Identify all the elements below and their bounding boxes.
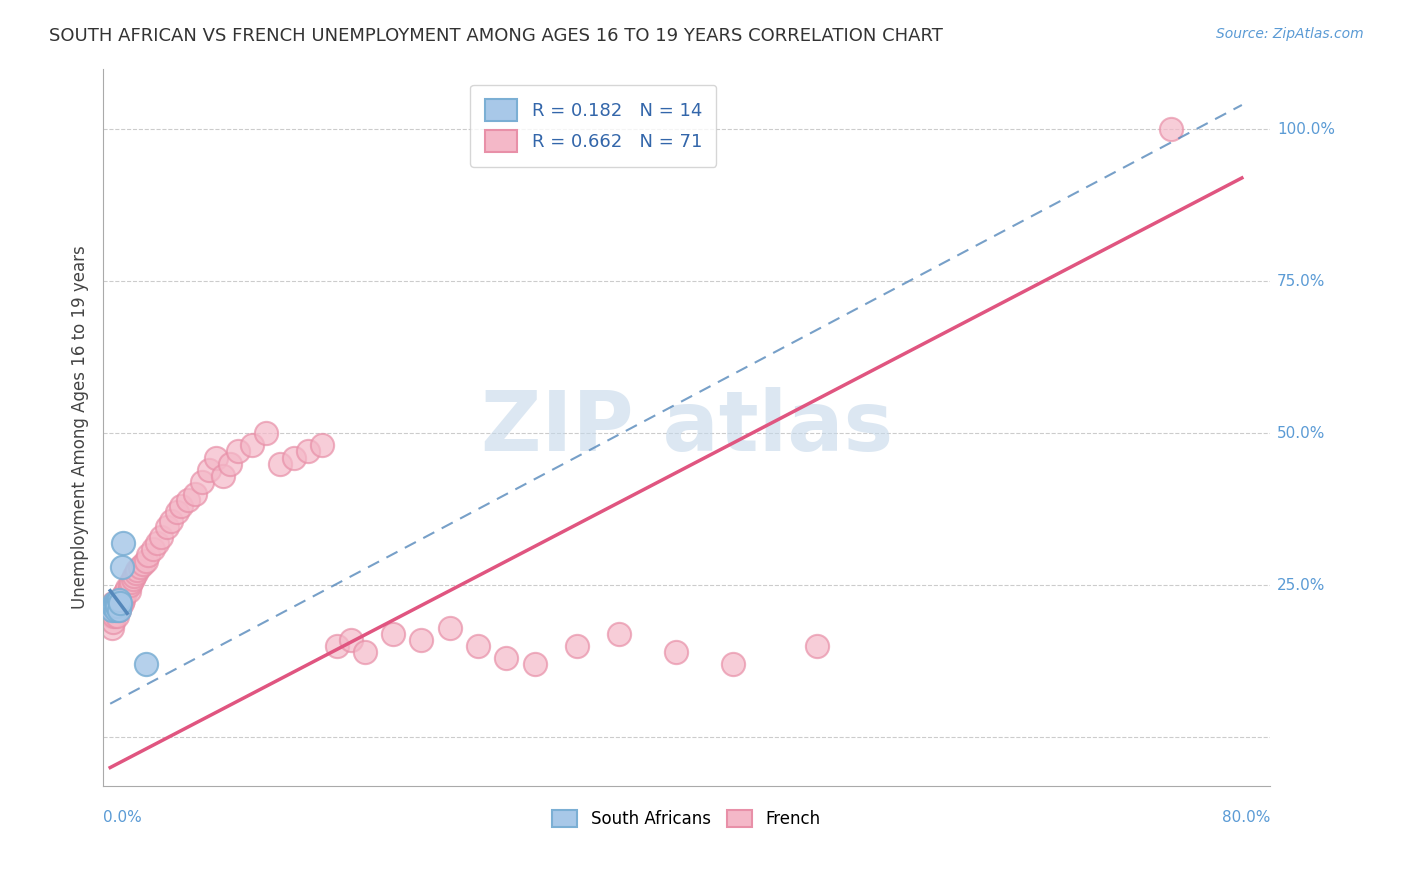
Point — [411, 632, 433, 647]
Point — [166, 505, 188, 519]
Point — [135, 554, 157, 568]
Point — [107, 602, 129, 616]
Point — [103, 608, 125, 623]
Point — [107, 596, 129, 610]
Point — [283, 450, 305, 465]
Point — [495, 651, 517, 665]
Point — [103, 596, 125, 610]
Point — [108, 599, 131, 614]
Point — [565, 639, 588, 653]
Legend: South Africans, French: South Africans, French — [546, 804, 828, 835]
Point — [124, 566, 146, 580]
Point — [105, 596, 128, 610]
Point — [269, 457, 291, 471]
Point — [142, 541, 165, 556]
Point — [104, 602, 127, 616]
Point — [117, 584, 139, 599]
Text: 75.0%: 75.0% — [1277, 274, 1326, 289]
Point — [382, 627, 405, 641]
Point — [118, 578, 141, 592]
Point — [297, 444, 319, 458]
Point — [114, 584, 136, 599]
Point — [125, 563, 148, 577]
Point — [115, 581, 138, 595]
Point — [110, 560, 132, 574]
Point — [111, 535, 134, 549]
Point — [721, 657, 744, 672]
Text: 25.0%: 25.0% — [1277, 578, 1326, 592]
Text: 0.0%: 0.0% — [103, 810, 142, 825]
Point — [111, 591, 134, 605]
Point — [120, 575, 142, 590]
Point — [150, 530, 173, 544]
Point — [311, 438, 333, 452]
Point — [101, 615, 124, 629]
Point — [523, 657, 546, 672]
Point — [111, 593, 134, 607]
Point — [100, 602, 122, 616]
Point — [240, 438, 263, 452]
Point — [101, 602, 124, 616]
Point — [103, 599, 125, 614]
Point — [138, 548, 160, 562]
Point — [103, 599, 125, 614]
Point — [100, 621, 122, 635]
Point — [146, 535, 169, 549]
Point — [121, 572, 143, 586]
Text: 100.0%: 100.0% — [1277, 122, 1336, 136]
Point — [105, 596, 128, 610]
Point — [129, 560, 152, 574]
Text: ZIP atlas: ZIP atlas — [481, 386, 893, 467]
Point — [339, 632, 361, 647]
Text: SOUTH AFRICAN VS FRENCH UNEMPLOYMENT AMONG AGES 16 TO 19 YEARS CORRELATION CHART: SOUTH AFRICAN VS FRENCH UNEMPLOYMENT AMO… — [49, 27, 943, 45]
Point — [104, 602, 127, 616]
Point — [104, 599, 127, 614]
Point — [122, 569, 145, 583]
Point — [110, 591, 132, 605]
Point — [254, 426, 277, 441]
Point — [198, 463, 221, 477]
Point — [439, 621, 461, 635]
Point — [101, 599, 124, 614]
Point — [132, 557, 155, 571]
Point — [100, 608, 122, 623]
Point — [110, 596, 132, 610]
Text: 80.0%: 80.0% — [1222, 810, 1270, 825]
Point — [107, 602, 129, 616]
Point — [105, 599, 128, 614]
Point — [325, 639, 347, 653]
Text: Source: ZipAtlas.com: Source: ZipAtlas.com — [1216, 27, 1364, 41]
Point — [105, 599, 128, 614]
Point — [212, 468, 235, 483]
Y-axis label: Unemployment Among Ages 16 to 19 years: Unemployment Among Ages 16 to 19 years — [72, 245, 89, 609]
Point — [467, 639, 489, 653]
Text: 50.0%: 50.0% — [1277, 425, 1326, 441]
Point — [806, 639, 828, 653]
Point — [205, 450, 228, 465]
Point — [101, 596, 124, 610]
Point — [609, 627, 631, 641]
Point — [170, 499, 193, 513]
Point — [108, 596, 131, 610]
Point — [105, 608, 128, 623]
Point — [135, 657, 157, 672]
Point — [156, 520, 179, 534]
Point — [103, 596, 125, 610]
Point — [160, 514, 183, 528]
Point — [108, 593, 131, 607]
Point — [107, 593, 129, 607]
Point — [226, 444, 249, 458]
Point — [219, 457, 242, 471]
Point — [1160, 122, 1182, 136]
Point — [104, 596, 127, 610]
Point — [184, 487, 207, 501]
Point — [191, 475, 214, 489]
Point — [665, 645, 688, 659]
Point — [177, 493, 200, 508]
Point — [353, 645, 375, 659]
Point — [112, 587, 135, 601]
